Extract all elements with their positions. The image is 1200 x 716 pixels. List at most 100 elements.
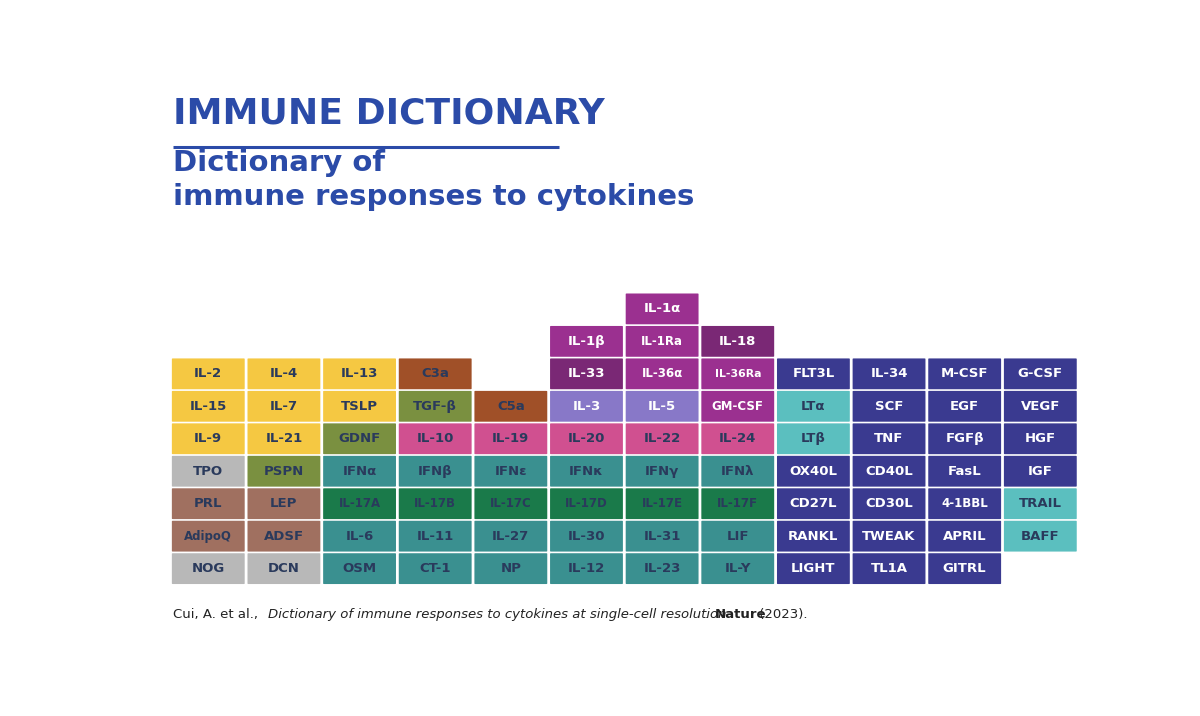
Text: GM-CSF: GM-CSF bbox=[712, 400, 763, 413]
Text: FLT3L: FLT3L bbox=[792, 367, 834, 380]
FancyBboxPatch shape bbox=[323, 391, 396, 422]
Text: IL-10: IL-10 bbox=[416, 432, 454, 445]
FancyBboxPatch shape bbox=[701, 359, 774, 390]
FancyBboxPatch shape bbox=[1004, 423, 1076, 454]
FancyBboxPatch shape bbox=[323, 488, 396, 519]
FancyBboxPatch shape bbox=[625, 521, 698, 551]
Text: OX40L: OX40L bbox=[790, 465, 838, 478]
Text: IL-3: IL-3 bbox=[572, 400, 601, 413]
Text: IFNε: IFNε bbox=[494, 465, 527, 478]
FancyBboxPatch shape bbox=[776, 391, 850, 422]
FancyBboxPatch shape bbox=[550, 456, 623, 487]
FancyBboxPatch shape bbox=[929, 521, 1001, 551]
FancyBboxPatch shape bbox=[247, 359, 320, 390]
Text: BAFF: BAFF bbox=[1021, 530, 1060, 543]
FancyBboxPatch shape bbox=[398, 456, 472, 487]
Text: DCN: DCN bbox=[268, 562, 300, 575]
FancyBboxPatch shape bbox=[701, 488, 774, 519]
Text: PSPN: PSPN bbox=[264, 465, 304, 478]
Text: IL-22: IL-22 bbox=[643, 432, 680, 445]
Text: .: . bbox=[706, 608, 714, 621]
Text: IL-12: IL-12 bbox=[568, 562, 605, 575]
FancyBboxPatch shape bbox=[474, 488, 547, 519]
FancyBboxPatch shape bbox=[1004, 359, 1076, 390]
FancyBboxPatch shape bbox=[625, 488, 698, 519]
Text: TWEAK: TWEAK bbox=[863, 530, 916, 543]
FancyBboxPatch shape bbox=[398, 423, 472, 454]
Text: IFNλ: IFNλ bbox=[721, 465, 755, 478]
Text: C5a: C5a bbox=[497, 400, 524, 413]
FancyBboxPatch shape bbox=[929, 423, 1001, 454]
Text: ADSF: ADSF bbox=[264, 530, 304, 543]
Text: C3a: C3a bbox=[421, 367, 449, 380]
Text: IL-34: IL-34 bbox=[870, 367, 907, 380]
Text: APRIL: APRIL bbox=[943, 530, 986, 543]
FancyBboxPatch shape bbox=[776, 359, 850, 390]
Text: (2023).: (2023). bbox=[756, 608, 808, 621]
FancyBboxPatch shape bbox=[853, 521, 925, 551]
Text: 4-1BBL: 4-1BBL bbox=[941, 497, 988, 511]
Text: IL-9: IL-9 bbox=[194, 432, 222, 445]
Text: IFNκ: IFNκ bbox=[569, 465, 604, 478]
FancyBboxPatch shape bbox=[323, 553, 396, 584]
FancyBboxPatch shape bbox=[701, 553, 774, 584]
Text: IL-20: IL-20 bbox=[568, 432, 605, 445]
Text: AdipoQ: AdipoQ bbox=[185, 530, 233, 543]
FancyBboxPatch shape bbox=[474, 553, 547, 584]
Text: CD40L: CD40L bbox=[865, 465, 913, 478]
FancyBboxPatch shape bbox=[776, 423, 850, 454]
FancyBboxPatch shape bbox=[1004, 391, 1076, 422]
FancyBboxPatch shape bbox=[776, 456, 850, 487]
Text: IL-19: IL-19 bbox=[492, 432, 529, 445]
FancyBboxPatch shape bbox=[1004, 456, 1076, 487]
FancyBboxPatch shape bbox=[701, 391, 774, 422]
Text: IL-36Ra: IL-36Ra bbox=[714, 369, 761, 379]
Text: IL-24: IL-24 bbox=[719, 432, 756, 445]
Text: IGF: IGF bbox=[1028, 465, 1052, 478]
Text: IL-30: IL-30 bbox=[568, 530, 605, 543]
Text: IFNα: IFNα bbox=[342, 465, 377, 478]
FancyBboxPatch shape bbox=[323, 359, 396, 390]
FancyBboxPatch shape bbox=[625, 391, 698, 422]
Text: IL-1α: IL-1α bbox=[643, 302, 680, 316]
FancyBboxPatch shape bbox=[701, 423, 774, 454]
Text: LEP: LEP bbox=[270, 497, 298, 511]
Text: IL-36α: IL-36α bbox=[642, 367, 683, 380]
Text: LIF: LIF bbox=[726, 530, 749, 543]
Text: RANKL: RANKL bbox=[788, 530, 839, 543]
Text: Dictionary of
immune responses to cytokines: Dictionary of immune responses to cytoki… bbox=[173, 150, 695, 211]
Text: IL-6: IL-6 bbox=[346, 530, 373, 543]
FancyBboxPatch shape bbox=[172, 553, 245, 584]
Text: TSLP: TSLP bbox=[341, 400, 378, 413]
FancyBboxPatch shape bbox=[853, 488, 925, 519]
FancyBboxPatch shape bbox=[929, 359, 1001, 390]
FancyBboxPatch shape bbox=[398, 488, 472, 519]
Text: M-CSF: M-CSF bbox=[941, 367, 989, 380]
FancyBboxPatch shape bbox=[853, 423, 925, 454]
FancyBboxPatch shape bbox=[929, 553, 1001, 584]
Text: SCF: SCF bbox=[875, 400, 904, 413]
FancyBboxPatch shape bbox=[398, 359, 472, 390]
FancyBboxPatch shape bbox=[172, 359, 245, 390]
Text: IL-15: IL-15 bbox=[190, 400, 227, 413]
Text: TPO: TPO bbox=[193, 465, 223, 478]
FancyBboxPatch shape bbox=[625, 294, 698, 324]
Text: CT-1: CT-1 bbox=[420, 562, 451, 575]
Text: IL-17C: IL-17C bbox=[490, 497, 532, 511]
Text: IL-18: IL-18 bbox=[719, 335, 756, 348]
Text: NOG: NOG bbox=[192, 562, 224, 575]
Text: IL-11: IL-11 bbox=[416, 530, 454, 543]
Text: IL-21: IL-21 bbox=[265, 432, 302, 445]
Text: IL-2: IL-2 bbox=[194, 367, 222, 380]
FancyBboxPatch shape bbox=[701, 326, 774, 357]
FancyBboxPatch shape bbox=[247, 521, 320, 551]
FancyBboxPatch shape bbox=[776, 521, 850, 551]
FancyBboxPatch shape bbox=[398, 553, 472, 584]
Text: IL-17A: IL-17A bbox=[338, 497, 380, 511]
Text: VEGF: VEGF bbox=[1021, 400, 1060, 413]
FancyBboxPatch shape bbox=[172, 456, 245, 487]
Text: GITRL: GITRL bbox=[943, 562, 986, 575]
FancyBboxPatch shape bbox=[323, 423, 396, 454]
Text: PRL: PRL bbox=[194, 497, 222, 511]
FancyBboxPatch shape bbox=[550, 553, 623, 584]
